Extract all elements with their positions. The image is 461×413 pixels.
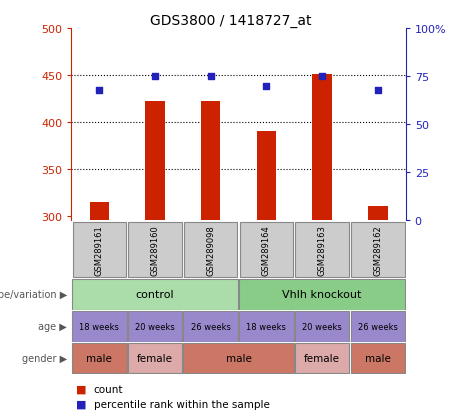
FancyBboxPatch shape (240, 222, 293, 278)
Text: male: male (225, 353, 252, 363)
Text: age ▶: age ▶ (38, 321, 67, 332)
FancyBboxPatch shape (351, 222, 405, 278)
FancyBboxPatch shape (184, 222, 237, 278)
Text: 26 weeks: 26 weeks (358, 322, 398, 331)
Text: GSM289164: GSM289164 (262, 225, 271, 275)
Bar (145, 102, 165, 221)
FancyBboxPatch shape (72, 311, 127, 342)
Point (151, 74, 159, 80)
Text: Vhlh knockout: Vhlh knockout (283, 290, 362, 300)
Text: gender ▶: gender ▶ (22, 353, 67, 363)
Text: GSM289161: GSM289161 (95, 225, 104, 275)
Text: 20 weeks: 20 weeks (302, 322, 342, 331)
FancyBboxPatch shape (128, 343, 182, 373)
FancyBboxPatch shape (350, 311, 405, 342)
Text: control: control (136, 290, 174, 300)
FancyBboxPatch shape (295, 311, 349, 342)
Bar (89, 202, 109, 221)
Text: female: female (304, 353, 340, 363)
Text: GSM289098: GSM289098 (206, 225, 215, 275)
Text: 18 weeks: 18 weeks (79, 322, 119, 331)
Text: GDS3800 / 1418727_at: GDS3800 / 1418727_at (150, 14, 311, 28)
FancyBboxPatch shape (128, 222, 182, 278)
Text: ■: ■ (76, 399, 87, 409)
Bar (201, 102, 220, 221)
Point (374, 87, 382, 94)
Text: genotype/variation ▶: genotype/variation ▶ (0, 290, 67, 300)
Text: 20 weeks: 20 weeks (135, 322, 175, 331)
FancyBboxPatch shape (239, 280, 405, 310)
Point (319, 74, 326, 80)
FancyBboxPatch shape (128, 311, 182, 342)
Bar (368, 207, 388, 221)
Bar (313, 75, 332, 221)
Text: 26 weeks: 26 weeks (191, 322, 230, 331)
Text: female: female (137, 353, 173, 363)
Point (207, 74, 214, 80)
FancyBboxPatch shape (239, 311, 294, 342)
FancyBboxPatch shape (72, 343, 127, 373)
Text: 18 weeks: 18 weeks (247, 322, 286, 331)
FancyBboxPatch shape (350, 343, 405, 373)
FancyBboxPatch shape (295, 343, 349, 373)
Text: count: count (94, 384, 123, 394)
Point (263, 83, 270, 90)
Bar (257, 132, 276, 221)
Text: GSM289160: GSM289160 (150, 225, 160, 275)
FancyBboxPatch shape (72, 222, 126, 278)
FancyBboxPatch shape (183, 311, 238, 342)
Point (95, 87, 103, 94)
Text: ■: ■ (76, 384, 87, 394)
FancyBboxPatch shape (296, 222, 349, 278)
FancyBboxPatch shape (183, 343, 294, 373)
FancyBboxPatch shape (72, 280, 238, 310)
Text: GSM289162: GSM289162 (373, 225, 382, 275)
Text: male: male (86, 353, 112, 363)
Text: GSM289163: GSM289163 (318, 225, 327, 275)
Text: percentile rank within the sample: percentile rank within the sample (94, 399, 270, 409)
Text: male: male (365, 353, 391, 363)
